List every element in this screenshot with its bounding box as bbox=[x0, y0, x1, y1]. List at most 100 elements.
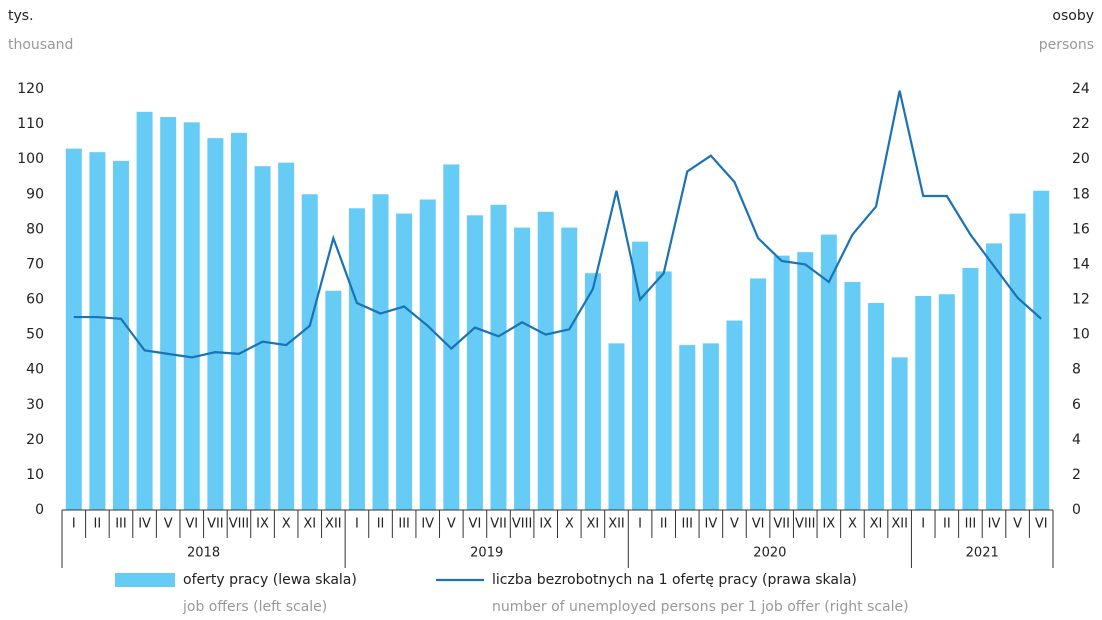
bar bbox=[797, 252, 814, 510]
bar bbox=[844, 281, 861, 510]
bar bbox=[419, 199, 436, 510]
bar bbox=[915, 295, 932, 510]
bar bbox=[1009, 213, 1026, 510]
y-tick-label: 10 bbox=[26, 467, 44, 483]
x-tick-label: I bbox=[638, 517, 642, 532]
y2-tick-label: 4 bbox=[1072, 432, 1081, 448]
x-tick-label: X bbox=[565, 517, 574, 532]
bar bbox=[584, 273, 601, 510]
bar bbox=[820, 234, 837, 511]
group-label: 2019 bbox=[470, 546, 503, 561]
y-tick-label: 100 bbox=[17, 151, 44, 167]
bar bbox=[938, 294, 955, 510]
x-tick-label: V bbox=[1013, 517, 1022, 532]
x-tick-label: VIII bbox=[795, 517, 815, 532]
x-tick-label: VI bbox=[1035, 517, 1048, 532]
x-tick-label: XI bbox=[303, 517, 316, 532]
x-tick-label: I bbox=[72, 517, 76, 532]
y-tick-label: 80 bbox=[26, 221, 44, 237]
y-axis-label: tys. bbox=[8, 8, 34, 24]
bar bbox=[750, 278, 767, 510]
y2-tick-label: 24 bbox=[1072, 81, 1090, 97]
x-tick-label: VIII bbox=[229, 517, 249, 532]
bar bbox=[348, 208, 365, 511]
y-tick-label: 40 bbox=[26, 362, 44, 378]
bar bbox=[443, 164, 460, 510]
x-tick-label: I bbox=[355, 517, 359, 532]
x-tick-label: XII bbox=[891, 517, 908, 532]
y2-tick-label: 8 bbox=[1072, 362, 1081, 378]
x-tick-label: IX bbox=[256, 517, 269, 532]
bar bbox=[160, 117, 177, 511]
y2-tick-label: 16 bbox=[1072, 221, 1090, 237]
x-tick-label: II bbox=[660, 517, 668, 532]
x-tick-label: II bbox=[94, 517, 102, 532]
legend-label: oferty pracy (lewa skala) bbox=[183, 572, 357, 588]
x-tick-label: III bbox=[115, 517, 127, 532]
bar bbox=[89, 152, 106, 510]
x-tick-label: V bbox=[730, 517, 739, 532]
x-tick-label: IX bbox=[822, 517, 835, 532]
bar bbox=[655, 271, 672, 510]
y-tick-label: 60 bbox=[26, 292, 44, 308]
y2-tick-label: 2 bbox=[1072, 467, 1081, 483]
y-tick-label: 110 bbox=[17, 116, 44, 132]
x-tick-label: VI bbox=[752, 517, 765, 532]
bar bbox=[1033, 190, 1050, 510]
y2-tick-label: 6 bbox=[1072, 397, 1081, 413]
y2-tick-label: 20 bbox=[1072, 151, 1090, 167]
x-tick-label: X bbox=[848, 517, 857, 532]
bar bbox=[773, 255, 790, 510]
x-tick-label: III bbox=[398, 517, 410, 532]
x-tick-label: X bbox=[282, 517, 291, 532]
y-tick-label: 70 bbox=[26, 256, 44, 272]
bar bbox=[632, 241, 649, 511]
y-tick-label: 0 bbox=[35, 502, 44, 518]
x-tick-label: VI bbox=[469, 517, 482, 532]
bar bbox=[679, 345, 696, 510]
y-tick-label: 50 bbox=[26, 327, 44, 343]
group-label: 2018 bbox=[187, 546, 220, 561]
bar bbox=[65, 148, 82, 510]
y-tick-label: 30 bbox=[26, 397, 44, 413]
x-tick-label: VI bbox=[185, 517, 198, 532]
bar bbox=[230, 132, 247, 510]
x-tick-label: V bbox=[164, 517, 173, 532]
x-tick-label: IV bbox=[988, 517, 1001, 532]
bar bbox=[372, 194, 389, 510]
x-tick-label: IV bbox=[138, 517, 151, 532]
bar bbox=[891, 357, 908, 510]
bar bbox=[254, 166, 271, 510]
y-tick-label: 20 bbox=[26, 432, 44, 448]
bar bbox=[183, 122, 200, 511]
x-tick-label: II bbox=[943, 517, 951, 532]
group-label: 2020 bbox=[753, 546, 786, 561]
x-tick-label: IV bbox=[421, 517, 434, 532]
bar bbox=[112, 160, 129, 510]
bar bbox=[514, 227, 531, 510]
y2-axis-label: osoby bbox=[1052, 8, 1094, 24]
legend-label-en: number of unemployed persons per 1 job o… bbox=[492, 599, 909, 615]
x-tick-label: III bbox=[682, 517, 694, 532]
y2-tick-label: 10 bbox=[1072, 327, 1090, 343]
legend-swatch bbox=[115, 573, 175, 587]
bar bbox=[561, 227, 578, 510]
y-tick-label: 120 bbox=[17, 81, 44, 97]
y2-tick-label: 18 bbox=[1072, 186, 1090, 202]
y-tick-label: 90 bbox=[26, 186, 44, 202]
bar bbox=[301, 194, 318, 510]
y2-tick-label: 0 bbox=[1072, 502, 1081, 518]
bar bbox=[396, 213, 413, 510]
bar bbox=[702, 343, 719, 510]
bar bbox=[726, 320, 743, 510]
bar bbox=[868, 303, 885, 510]
bar bbox=[278, 162, 295, 511]
x-tick-label: I bbox=[921, 517, 925, 532]
x-tick-label: VII bbox=[207, 517, 224, 532]
bar bbox=[490, 204, 507, 510]
y2-tick-label: 12 bbox=[1072, 292, 1090, 308]
bar bbox=[466, 215, 483, 511]
x-tick-label: XI bbox=[587, 517, 600, 532]
bar bbox=[207, 138, 224, 510]
